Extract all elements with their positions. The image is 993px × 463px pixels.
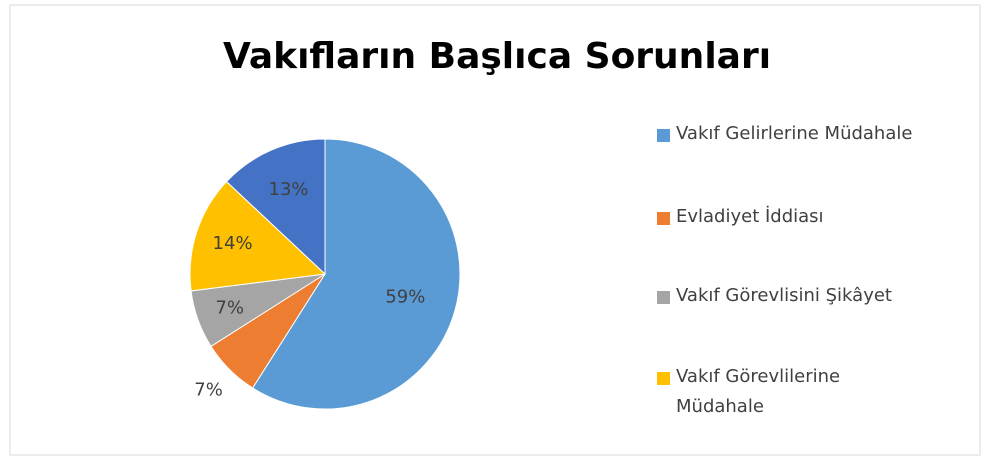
chart-title: Vakıfların Başlıca Sorunları <box>223 36 771 77</box>
legend-label: Vakıf Gelirlerine Müdahale <box>676 123 913 144</box>
legend-label: Vakıf Görevlilerine Müdahale <box>676 366 841 417</box>
legend-swatch <box>657 291 670 304</box>
legend-swatch <box>657 212 670 225</box>
legend-swatch <box>657 372 670 385</box>
data-label: 7% <box>215 297 244 318</box>
legend-entry: Vakıf Görevlilerine Müdahale <box>657 362 977 422</box>
legend-label: Evladiyet İddiası <box>676 206 824 227</box>
pie-slice <box>189 180 327 292</box>
data-label: 14% <box>213 233 253 254</box>
pie-slice <box>225 138 326 276</box>
data-label: 59% <box>385 286 425 307</box>
data-label: 13% <box>269 179 309 200</box>
pie-slice <box>251 138 461 410</box>
legend-entry: Vakıf Gelirlerine Müdahale <box>657 119 977 149</box>
legend-entry: Evladiyet İddiası <box>657 202 977 232</box>
chart-frame <box>9 4 981 456</box>
legend-entry: Vakıf Görevlisini Şikâyet <box>657 281 977 311</box>
legend-label: Vakıf Görevlisini Şikâyet <box>676 285 892 306</box>
data-label: 7% <box>194 379 223 400</box>
legend-swatch <box>657 129 670 142</box>
